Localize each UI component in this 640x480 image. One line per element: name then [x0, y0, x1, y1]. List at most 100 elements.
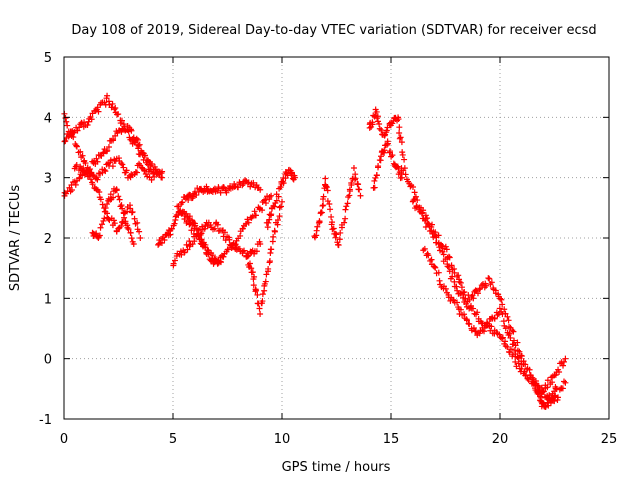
data-point — [72, 181, 79, 188]
data-point — [551, 393, 558, 400]
data-point — [217, 259, 224, 266]
data-point — [545, 402, 552, 409]
data-point — [288, 171, 295, 178]
data-point — [231, 242, 238, 249]
data-point — [448, 262, 455, 269]
data-point — [235, 184, 242, 191]
data-point — [375, 118, 382, 125]
data-point — [202, 241, 209, 248]
data-point — [84, 121, 91, 128]
series-track-r — [529, 378, 560, 411]
series-track-d — [71, 155, 166, 183]
data-point — [115, 193, 122, 200]
data-point — [262, 200, 269, 207]
data-point — [322, 183, 329, 190]
data-point — [318, 209, 325, 216]
data-point — [112, 132, 119, 139]
data-point — [118, 223, 125, 230]
data-point — [499, 334, 506, 341]
data-point — [479, 326, 486, 333]
data-point — [401, 165, 408, 172]
data-point — [387, 148, 394, 155]
data-point — [73, 142, 80, 149]
data-point — [268, 211, 275, 218]
data-point — [518, 361, 525, 368]
data-point — [118, 202, 125, 209]
data-point — [123, 167, 130, 174]
data-point — [232, 241, 239, 248]
data-point — [420, 207, 427, 214]
data-point — [442, 243, 449, 250]
data-point — [225, 246, 232, 253]
data-point — [115, 225, 122, 232]
data-point — [507, 346, 514, 353]
data-point — [188, 227, 195, 234]
data-point — [280, 180, 287, 187]
data-point — [181, 249, 188, 256]
data-point — [111, 106, 118, 113]
data-point — [381, 147, 388, 154]
x-tick-label: 15 — [383, 432, 400, 447]
data-point — [374, 113, 381, 120]
data-point — [320, 193, 327, 200]
data-point — [276, 213, 283, 220]
data-point — [553, 385, 560, 392]
data-point — [109, 163, 116, 170]
data-point — [439, 248, 446, 255]
data-point — [179, 199, 186, 206]
data-point — [544, 384, 551, 391]
data-point — [515, 354, 522, 361]
data-point — [151, 173, 158, 180]
data-point — [371, 177, 378, 184]
series-track-k — [263, 166, 299, 231]
data-point — [113, 187, 120, 194]
data-point — [203, 183, 210, 190]
data-point — [451, 269, 458, 276]
data-point — [96, 189, 103, 196]
x-tick-label: 25 — [601, 432, 618, 447]
data-point — [497, 295, 504, 302]
data-point — [383, 141, 390, 148]
data-point — [443, 246, 450, 253]
data-point — [239, 248, 246, 255]
data-point — [409, 183, 416, 190]
data-point — [412, 193, 419, 200]
data-point — [127, 205, 134, 212]
data-point — [276, 204, 283, 211]
data-point — [259, 291, 266, 298]
data-point — [92, 107, 99, 114]
data-point — [130, 134, 137, 141]
data-point — [211, 225, 218, 232]
data-point — [110, 217, 117, 224]
data-point — [357, 192, 364, 199]
data-point — [214, 221, 221, 228]
data-point — [115, 111, 122, 118]
data-point — [128, 127, 135, 134]
data-point — [510, 328, 517, 335]
data-point — [141, 167, 148, 174]
data-point — [257, 186, 264, 193]
data-point — [253, 248, 260, 255]
x-tick-label: 5 — [169, 432, 177, 447]
data-point — [93, 230, 100, 237]
data-point — [159, 174, 166, 181]
data-point — [562, 355, 569, 362]
data-point — [171, 257, 178, 264]
data-point — [168, 225, 175, 232]
data-point — [118, 117, 125, 124]
data-point — [488, 323, 495, 330]
x-tick-label: 0 — [60, 432, 68, 447]
data-point — [88, 116, 95, 123]
data-point — [554, 394, 561, 401]
data-point — [129, 209, 136, 216]
data-point — [466, 321, 473, 328]
data-point — [327, 206, 334, 213]
data-point — [483, 282, 490, 289]
data-point — [80, 165, 87, 172]
data-point — [136, 228, 143, 235]
data-point — [531, 380, 538, 387]
data-point — [442, 285, 449, 292]
data-point — [504, 313, 511, 320]
data-point — [498, 335, 505, 342]
y-axis-label: SDTVAR / TECUs — [8, 185, 23, 292]
